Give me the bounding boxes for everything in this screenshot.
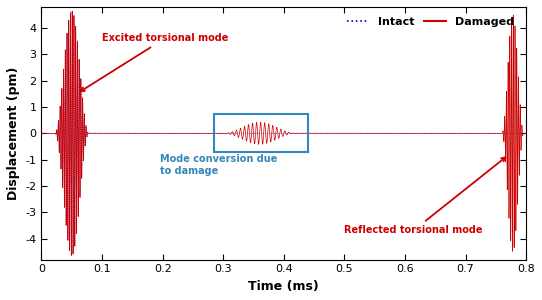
Legend: Intact, Damaged: Intact, Damaged [343,13,518,32]
Y-axis label: Displacement (pm): Displacement (pm) [7,67,20,200]
Text: Mode conversion due
to damage: Mode conversion due to damage [160,154,277,176]
Text: Excited torsional mode: Excited torsional mode [81,33,228,91]
X-axis label: Time (ms): Time (ms) [248,280,319,293]
Text: Reflected torsional mode: Reflected torsional mode [344,157,506,235]
Bar [214,114,308,152]
